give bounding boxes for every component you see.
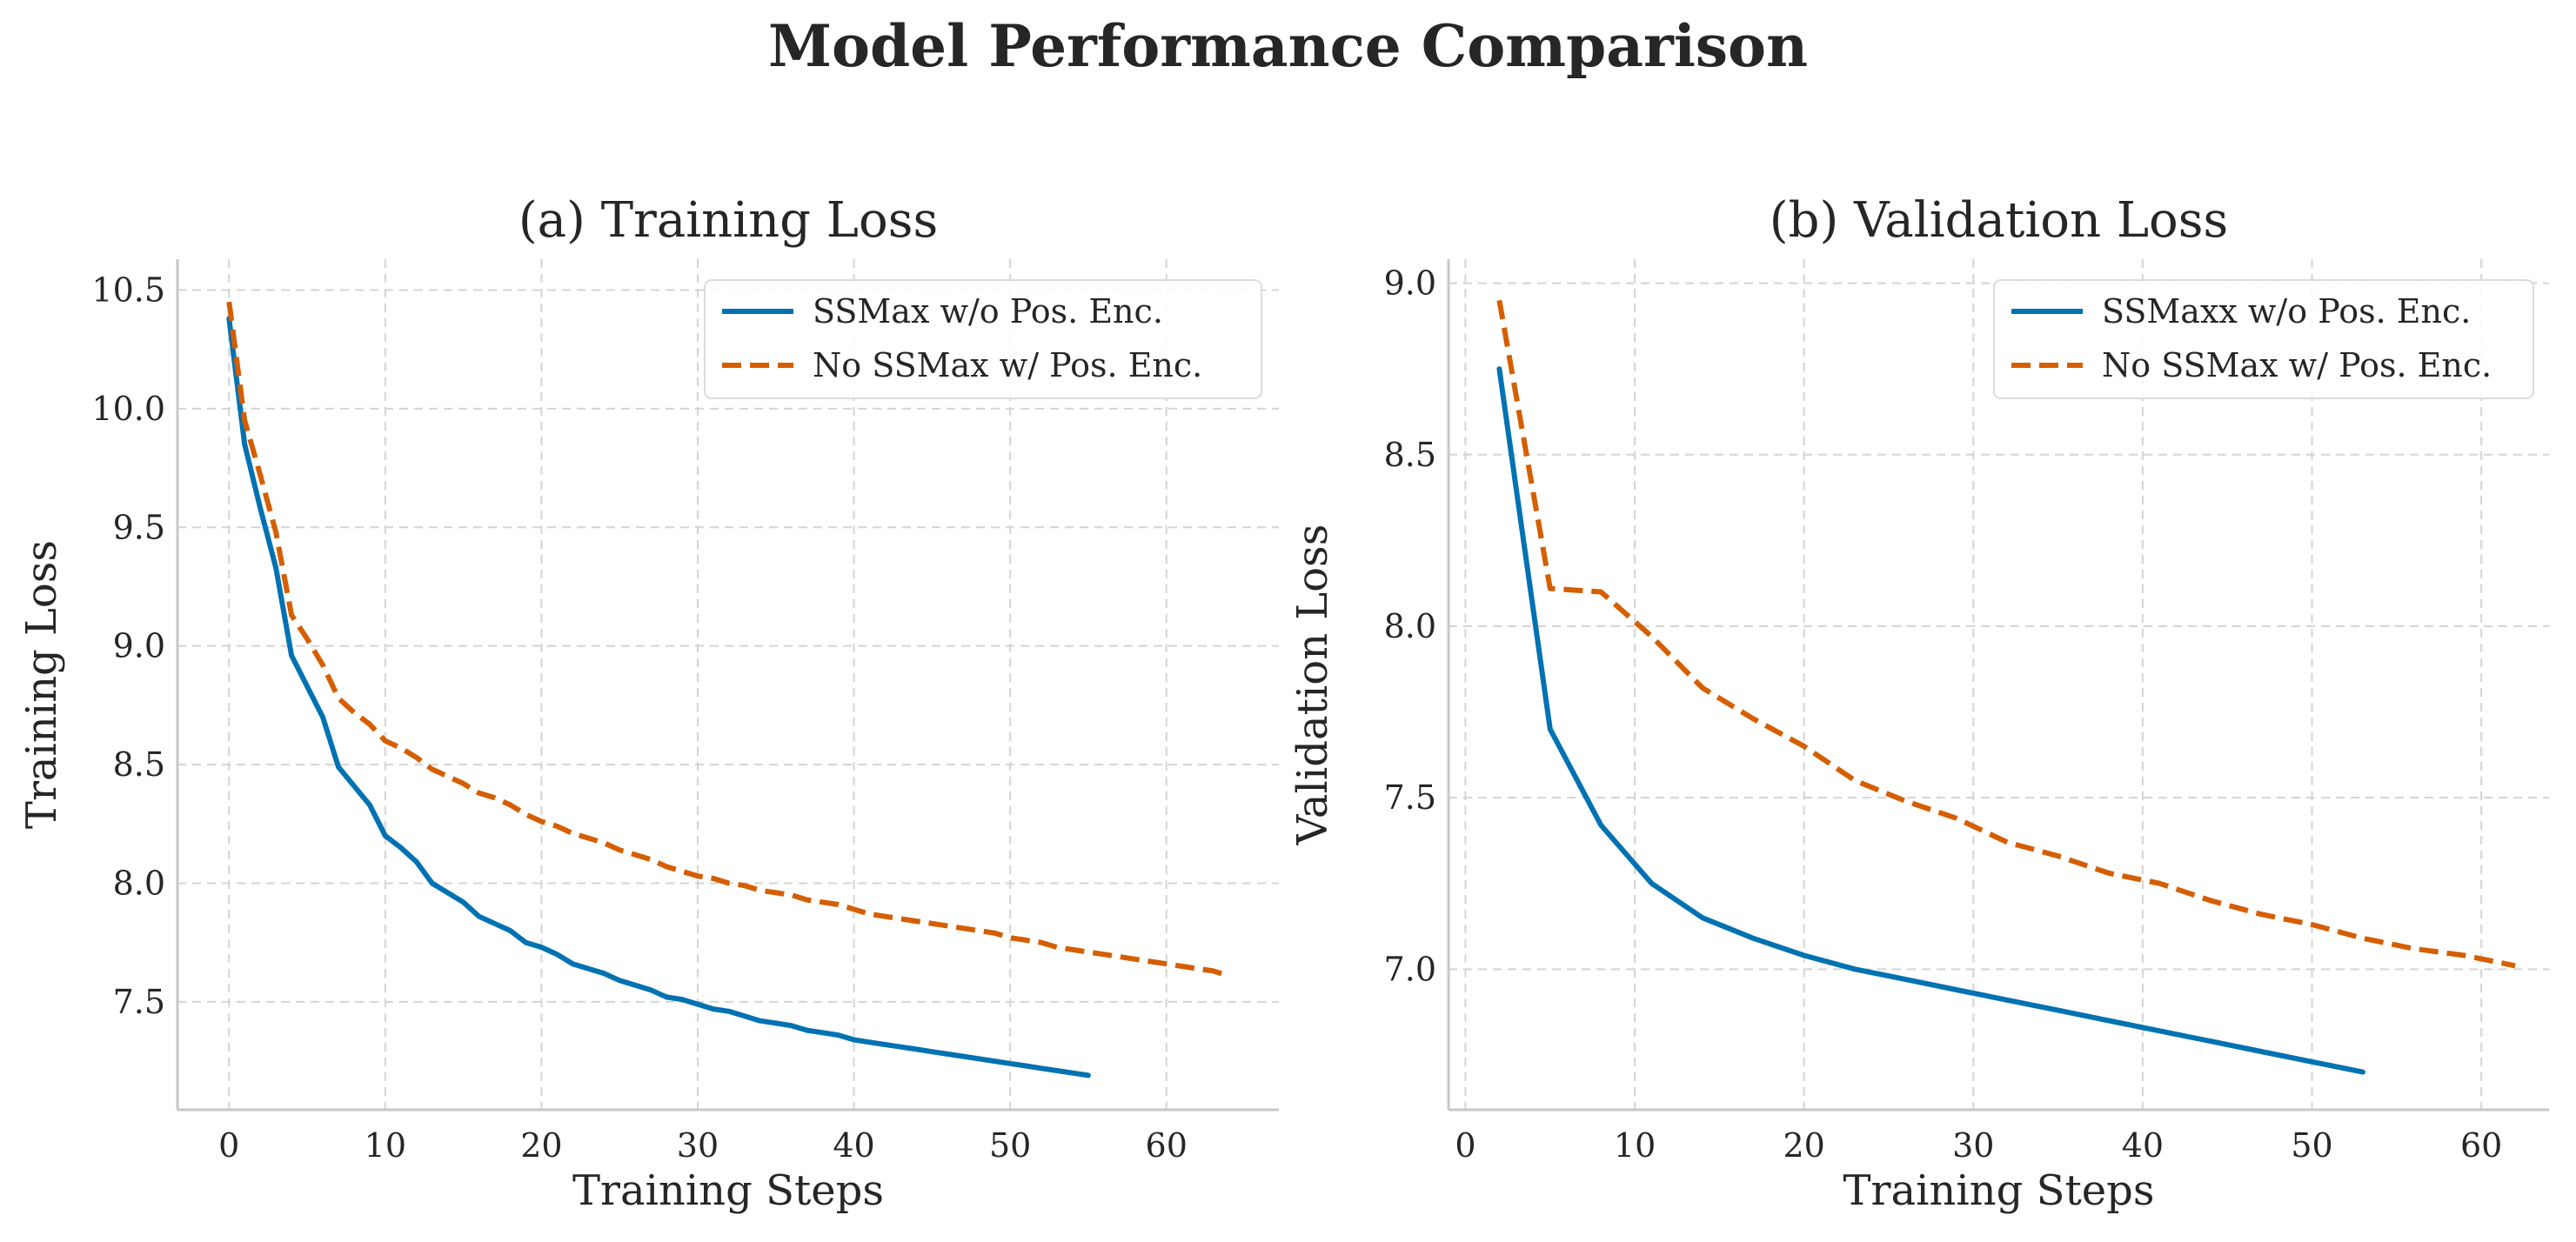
- series-line-ssmax: [1496, 366, 2365, 1075]
- y-tick-label: 8.0: [113, 864, 165, 902]
- x-tick-label: 0: [218, 1126, 239, 1165]
- x-tick-label: 20: [520, 1126, 562, 1165]
- x-tick-label: 30: [1952, 1126, 1994, 1165]
- y-tick-label: 8.5: [113, 745, 165, 784]
- legend: SSMaxx w/o Pos. Enc. No SSMax w/ Pos. Enc…: [1993, 279, 2534, 399]
- legend-label: No SSMax w/ Pos. Enc.: [813, 346, 1202, 384]
- x-tick-label: 30: [677, 1126, 719, 1165]
- legend-label: No SSMax w/ Pos. Enc.: [2102, 346, 2492, 384]
- legend: SSMax w/o Pos. Enc. No SSMax w/ Pos. Enc.: [704, 279, 1262, 399]
- x-tick-label: 60: [2460, 1126, 2502, 1165]
- x-tick-label: 40: [2122, 1126, 2164, 1165]
- figure-title: Model Performance Comparison: [767, 12, 1809, 80]
- y-tick-label: 9.0: [113, 627, 165, 665]
- y-tick-label: 7.0: [1384, 950, 1436, 988]
- y-tick-label: 7.5: [113, 983, 165, 1021]
- y-axis-label: Training Loss: [17, 540, 66, 829]
- subplot-title: (b) Validation Loss: [1770, 192, 2228, 249]
- series-line-no-ssmax: [1496, 299, 2516, 969]
- y-tick-label: 10.5: [91, 270, 165, 309]
- x-tick-label: 50: [2291, 1126, 2332, 1165]
- x-tick-label: 10: [1614, 1126, 1656, 1165]
- x-tick-label: 40: [833, 1126, 874, 1165]
- series-line-ssmax: [226, 316, 1091, 1078]
- x-tick-label: 10: [365, 1126, 406, 1165]
- y-tick-label: 9.0: [1384, 264, 1436, 303]
- x-tick-label: 0: [1455, 1126, 1475, 1165]
- x-tick-label: 20: [1783, 1126, 1825, 1165]
- y-tick-label: 9.5: [113, 508, 165, 546]
- y-tick-label: 7.5: [1384, 778, 1436, 817]
- subplot-validation-loss: 0 10 20 30 40 50 60 7.0 7.5 8.0 8.5 9.0 (b) Validati…: [1288, 192, 2549, 1215]
- x-axis-label: Training Steps: [572, 1166, 884, 1215]
- y-axis-label: Validation Loss: [1288, 524, 1337, 846]
- legend-label: SSMax w/o Pos. Enc.: [813, 292, 1163, 331]
- y-tick-label: 10.0: [91, 390, 165, 428]
- subplot-title: (a) Training Loss: [519, 192, 938, 249]
- series-line-no-ssmax: [226, 301, 1230, 978]
- subplot-training-loss: 0 10 20 30 40 50 60 7.5 8.0 8.5 9.0 9.5 10.0 10.5 (a) …: [17, 192, 1279, 1215]
- x-tick-label: 50: [989, 1126, 1031, 1165]
- x-axis-label: Training Steps: [1843, 1166, 2154, 1215]
- legend-label: SSMaxx w/o Pos. Enc.: [2102, 292, 2471, 331]
- y-tick-label: 8.5: [1384, 436, 1436, 474]
- legend-box: [704, 279, 1262, 399]
- legend-box: [1993, 279, 2534, 399]
- y-tick-label: 8.0: [1384, 607, 1436, 645]
- x-tick-label: 60: [1146, 1126, 1188, 1165]
